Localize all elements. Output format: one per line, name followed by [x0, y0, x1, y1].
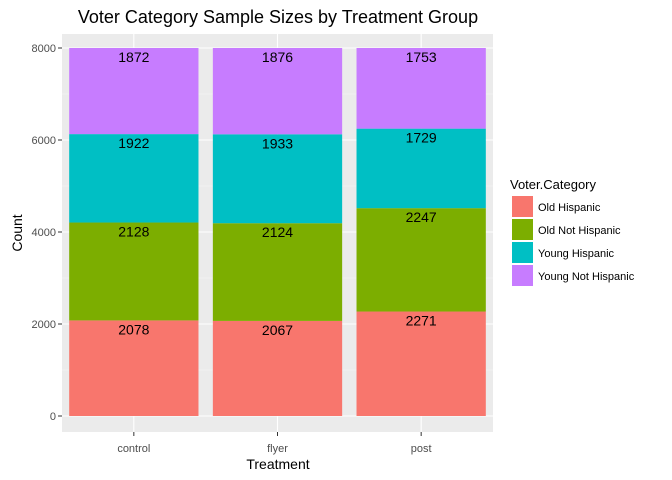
bar-segment: [212, 223, 343, 321]
y-tick-label: 8000: [32, 43, 56, 55]
data-label: 1729: [406, 130, 437, 146]
data-label: 2247: [406, 209, 437, 225]
bar-segment: [212, 48, 343, 135]
x-axis-title: Treatment: [246, 456, 309, 472]
bar-segment: [69, 222, 199, 321]
chart-title: Voter Category Sample Sizes by Treatment…: [78, 7, 478, 27]
data-label: 2271: [406, 313, 437, 329]
bar-segment: [69, 134, 199, 223]
bar-segment: [356, 48, 486, 129]
legend-label: Old Hispanic: [538, 202, 601, 214]
y-axis-title: Count: [9, 214, 25, 251]
data-label: 2067: [262, 322, 293, 338]
bar-segment: [356, 128, 486, 209]
data-label: 2124: [262, 224, 293, 240]
data-labels: 2078 2128 1922 1872 2067 2124 1933 1876 2271 2247…: [118, 49, 437, 338]
y-tick-label: 2000: [32, 319, 56, 331]
legend-swatch: [512, 196, 533, 217]
bar-segment: [69, 48, 199, 135]
data-label: 2078: [118, 321, 149, 337]
bar-segment: [212, 134, 343, 224]
x-tick-label: flyer: [267, 443, 288, 455]
y-tick-label: 0: [50, 411, 56, 423]
legend-label: Old Not Hispanic: [538, 225, 621, 237]
data-label: 1922: [118, 135, 149, 151]
bar-segment: [212, 320, 343, 416]
data-label: 1872: [118, 49, 149, 65]
data-label: 1753: [406, 49, 437, 65]
x-tick-label: post: [411, 443, 432, 455]
legend-items: Old Hispanic Old Not Hispanic Young Hispan…: [512, 196, 635, 286]
legend-label: Young Hispanic: [538, 248, 615, 260]
data-label: 1876: [262, 49, 293, 65]
y-tick-label: 6000: [32, 135, 56, 147]
legend: Voter.Category Old Hispanic Old Not Hispa…: [510, 177, 635, 286]
legend-swatch: [512, 242, 533, 263]
x-axis-ticks: control flyer post: [117, 432, 432, 455]
legend-swatch: [512, 219, 533, 240]
legend-swatch: [512, 265, 533, 286]
bar-segment: [356, 208, 486, 312]
bar-segment: [69, 320, 199, 416]
bar-segment: [356, 311, 486, 416]
data-label: 1933: [262, 135, 293, 151]
bars: [69, 48, 486, 416]
y-axis-ticks: 0 2000 4000 6000 8000: [32, 43, 62, 423]
legend-title: Voter.Category: [510, 177, 596, 192]
y-tick-label: 4000: [32, 227, 56, 239]
x-tick-label: control: [117, 443, 150, 455]
legend-label: Young Not Hispanic: [538, 271, 635, 283]
data-label: 2128: [118, 224, 149, 240]
